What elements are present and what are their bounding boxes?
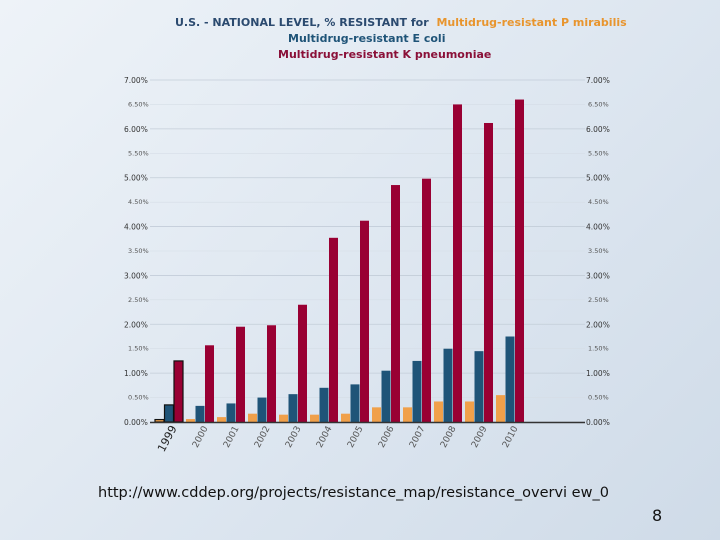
y-tick-right: 3.00% [586,271,610,280]
chart-title: U.S. - NATIONAL LEVEL, % RESISTANT for M… [175,16,627,61]
y-tick-left: 6.00% [124,125,148,134]
bar-mirabilis-2000 [186,419,195,422]
bar-kpneumoniae-2001 [236,326,245,422]
y-tick-right: 2.50% [588,296,609,304]
y-tick-right: 5.50% [588,149,609,157]
y-tick-left: 1.00% [124,369,148,378]
y-tick-left: 2.00% [124,320,148,329]
bars [154,99,524,423]
bar-kpneumoniae-2007 [422,178,431,422]
y-tick-left: 3.00% [124,271,148,280]
bar-mirabilis-2001 [217,417,226,422]
title-series-ecoli: Multidrug-resistant E coli [288,32,445,45]
bar-ecoli-2002 [257,397,267,422]
y-tick-left: 1.50% [128,345,149,353]
bar-mirabilis-2006 [372,407,381,422]
bar-kpneumoniae-2010 [515,99,524,423]
x-tick-label: 2009 [470,424,490,449]
y-tick-left: 2.50% [128,296,149,304]
bar-mirabilis-2004 [310,414,319,422]
bar-ecoli-2005 [350,384,360,422]
y-tick-right: 1.00% [586,369,610,378]
bar-kpneumoniae-2009 [484,122,493,422]
y-axis-right: 0.50% 1.50% 2.50% 3.50% 4.50% 5.50% 6.50% 0.00%… [586,76,610,427]
bar-ecoli-2001 [226,403,236,422]
y-tick-right: 3.50% [588,247,609,255]
bar-ecoli-2007 [412,360,422,422]
y-tick-left: 5.00% [124,174,148,183]
bar-mirabilis-2005 [341,413,350,422]
y-tick-left: 5.50% [128,149,149,157]
x-tick-label: 2004 [315,424,335,449]
x-tick-label: 2000 [191,424,211,449]
title-prefix: U.S. - NATIONAL LEVEL, % RESISTANT for [175,16,429,29]
bar-kpneumoniae-2002 [267,325,276,422]
bar-ecoli-2000 [195,405,205,422]
x-tick-label: 2006 [377,424,397,449]
y-tick-left: 0.00% [124,418,148,427]
bar-mirabilis-2002 [248,413,257,422]
y-tick-right: 4.00% [586,223,610,232]
bar-ecoli-2010 [505,336,515,422]
y-tick-right: 6.00% [586,125,610,134]
x-tick-label: 2001 [222,425,242,450]
bar-kpneumoniae-2006 [391,185,400,422]
y-tick-right: 0.50% [588,394,609,402]
x-tick-label: 2005 [346,425,366,450]
y-axis-left: 0.50% 1.50% 2.50% 3.50% 4.50% 5.50% 6.50% 0.00%… [124,76,149,427]
source-url[interactable]: http://www.cddep.org/projects/resistance… [98,485,609,501]
y-tick-right: 7.00% [586,76,610,85]
bar-ecoli-2003 [288,394,298,422]
page-number: 8 [652,506,663,525]
title-series-kpneumoniae: Multidrug-resistant K pneumoniae [278,48,491,61]
x-tick-label: 1999 [155,423,180,454]
bar-mirabilis-2007 [403,407,412,422]
resistance-bar-chart: U.S. - NATIONAL LEVEL, % RESISTANT for M… [124,16,627,454]
bar-ecoli-2004 [319,387,329,422]
x-axis-labels: 1999 2000 2001 2002 2003 2004 2005 2006 2007 2008… [155,423,521,454]
bar-mirabilis-2003 [279,414,288,422]
x-tick-label: 2002 [253,425,273,450]
title-series-mirabilis: Multidrug-resistant P mirabilis [436,16,627,29]
gridlines [150,79,585,423]
x-tick-label: 2008 [439,424,459,449]
bar-mirabilis-2008 [434,401,443,422]
bar-kpneumoniae-2000 [205,345,214,422]
bar-kpneumoniae-1999 [173,360,184,423]
y-tick-right: 6.50% [588,100,609,108]
x-tick-label: 2003 [284,425,304,450]
y-tick-right: 1.50% [588,345,609,353]
y-tick-left: 7.00% [124,76,148,85]
y-tick-right: 2.00% [586,320,610,329]
bar-ecoli-1999 [163,404,175,423]
x-tick-label: 2007 [408,425,428,450]
y-tick-left: 4.00% [124,223,148,232]
bar-ecoli-2006 [381,370,391,422]
bar-mirabilis-2009 [465,401,474,422]
y-tick-right: 5.00% [586,174,610,183]
y-tick-left: 6.50% [128,100,149,108]
y-tick-left: 3.50% [128,247,149,255]
y-tick-left: 0.50% [128,394,149,402]
bar-kpneumoniae-2008 [453,104,462,422]
y-tick-right: 0.00% [586,418,610,427]
x-tick-label: 2010 [501,424,521,449]
bar-kpneumoniae-2004 [329,237,338,422]
y-tick-right: 4.50% [588,198,609,206]
y-tick-left: 4.50% [128,198,149,206]
bar-kpneumoniae-2003 [298,304,307,422]
bar-ecoli-2008 [443,348,453,422]
svg-text:U.S. - NATIONAL LEVEL, % RESIS: U.S. - NATIONAL LEVEL, % RESISTANT for M… [175,16,627,29]
bar-ecoli-2009 [474,351,484,422]
bar-mirabilis-2010 [496,395,505,422]
bar-mirabilis-1999 [154,418,165,423]
bar-kpneumoniae-2005 [360,220,369,422]
